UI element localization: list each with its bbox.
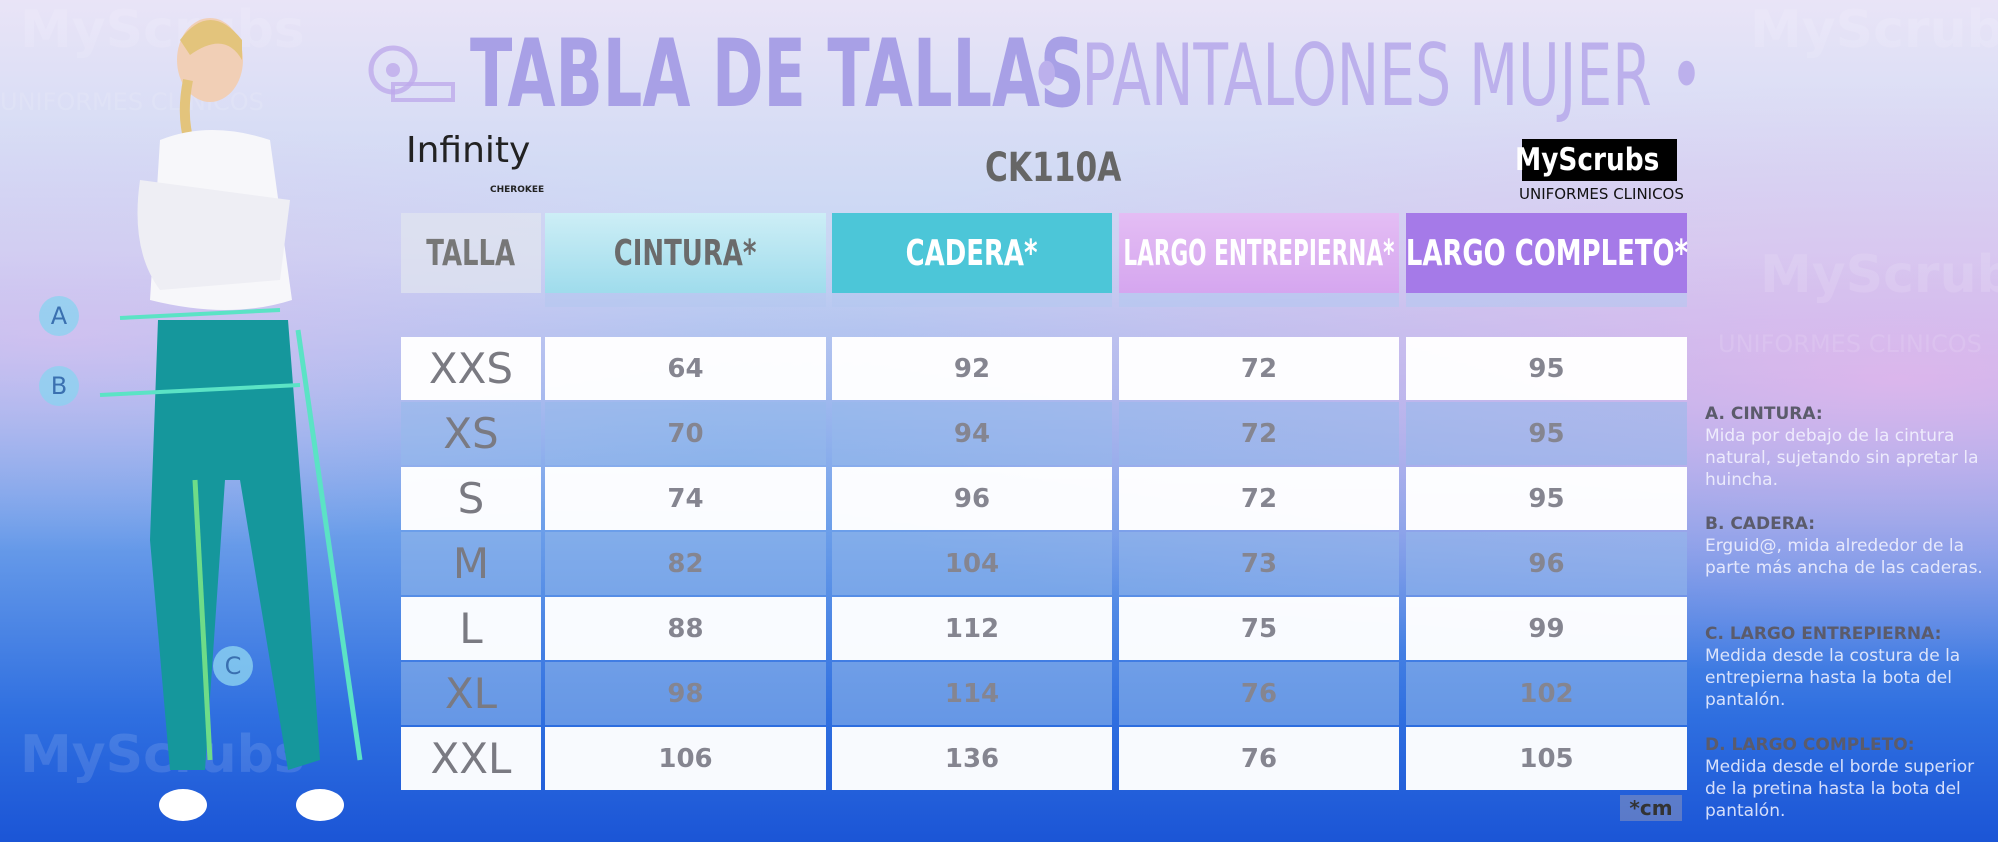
measure-value: 112 (832, 597, 1112, 660)
note-text: Medida desde la costura de la entrepiern… (1705, 646, 1961, 710)
note-title: A. CINTURA: (1705, 404, 1823, 424)
brand-right-tagline: UNIFORMES CLINICOS (1519, 185, 1684, 203)
measure-value: 74 (545, 467, 826, 530)
measure-value: 96 (832, 467, 1112, 530)
size-label: M (401, 532, 541, 595)
size-label: L (401, 597, 541, 660)
measure-value: 73 (1119, 532, 1399, 595)
measure-value: 102 (1406, 662, 1687, 725)
figure-marker: A (39, 296, 79, 336)
note: B. CADERA: Erguid@, mida alrededor de la … (1705, 513, 1990, 579)
watermark: MyScrubs (1750, 0, 1998, 60)
brand-right-logo: MyScrubs (1515, 139, 1677, 181)
size-label: S (401, 467, 541, 530)
note-text: Medida desde el borde superior de la pre… (1705, 757, 1975, 821)
measure-value: 92 (832, 337, 1112, 400)
column-header: CINTURA* (545, 213, 826, 293)
measure-value: 72 (1119, 402, 1399, 465)
measure-value: 114 (832, 662, 1112, 725)
size-label: XL (401, 662, 541, 725)
note-title: D. LARGO COMPLETO: (1705, 735, 1915, 755)
note-title: B. CADERA: (1705, 514, 1816, 534)
measure-value: 98 (545, 662, 826, 725)
watermark: MyScrubs (1760, 245, 1998, 305)
size-label: XXL (401, 727, 541, 790)
header-band (545, 293, 826, 307)
column-header-text: CADERA* (906, 232, 1038, 274)
note: C. LARGO ENTREPIERNA: Medida desde la cos… (1705, 623, 1990, 711)
figure-marker: C (213, 646, 253, 686)
figure-marker: B (39, 366, 79, 406)
measure-value: 76 (1119, 727, 1399, 790)
measure-value: 75 (1119, 597, 1399, 660)
header-band (1406, 293, 1687, 307)
model-code: CK110A (985, 145, 1122, 191)
model-wrap: CK110A (985, 145, 1160, 191)
unit-label: *cm (1620, 795, 1682, 821)
measure-value: 95 (1406, 337, 1687, 400)
measure-value: 94 (832, 402, 1112, 465)
note-title: C. LARGO ENTREPIERNA: (1705, 624, 1942, 644)
note-text: Mida por debajo de la cintura natural, s… (1705, 426, 1979, 490)
model-figure (99, 18, 363, 821)
measure-value: 99 (1406, 597, 1687, 660)
watermark: MyScrubs (20, 725, 305, 785)
note-text: Erguid@, mida alrededor de la parte más … (1705, 536, 1983, 578)
column-header: LARGO COMPLETO* (1405, 213, 1688, 293)
column-header-text: LARGO COMPLETO* (1405, 232, 1688, 274)
brand-right: MyScrubs (1514, 142, 1659, 178)
note: A. CINTURA: Mida por debajo de la cintura… (1705, 403, 1990, 491)
measure-value: 72 (1119, 337, 1399, 400)
measure-value: 82 (545, 532, 826, 595)
brand-left: Infinity (406, 130, 531, 171)
watermark: UNIFORMES CLINICOS (1718, 330, 1982, 358)
column-header: CADERA* (832, 213, 1112, 293)
size-label: XXS (401, 337, 541, 400)
tape-icon (368, 45, 455, 102)
column-header-text: TALLA (426, 232, 516, 274)
measure-value: 95 (1406, 467, 1687, 530)
column-header: TALLA (401, 213, 541, 293)
title-wrap: TABLA DE TALLAS (470, 20, 1401, 129)
measure-value: 95 (1406, 402, 1687, 465)
note: D. LARGO COMPLETO: Medida desde el borde … (1705, 734, 1990, 822)
brand-left-by: CHEROKEE (490, 185, 545, 195)
header-band (832, 293, 1112, 307)
measure-value: 106 (545, 727, 826, 790)
measure-value: 72 (1119, 467, 1399, 530)
title: TABLA DE TALLAS (470, 20, 1085, 129)
header-band (1119, 293, 1399, 307)
measure-value: 70 (545, 402, 826, 465)
measure-value: 76 (1119, 662, 1399, 725)
measure-value: 88 (545, 597, 826, 660)
column-header-text: CINTURA* (614, 232, 757, 274)
watermark: MyScrubs (20, 0, 305, 60)
measure-value: 64 (545, 337, 826, 400)
measure-value: 105 (1406, 727, 1687, 790)
column-header: LARGO ENTREPIERNA* (1119, 213, 1399, 293)
measure-value: 104 (832, 532, 1112, 595)
measure-value: 136 (832, 727, 1112, 790)
subtitle: • PANTALONES MUJER • (1030, 26, 1704, 126)
measure-value: 96 (1406, 532, 1687, 595)
column-header-text: LARGO ENTREPIERNA* (1123, 232, 1395, 274)
size-label: XS (401, 402, 541, 465)
subtitle-wrap: • PANTALONES MUJER • (1030, 26, 1998, 126)
